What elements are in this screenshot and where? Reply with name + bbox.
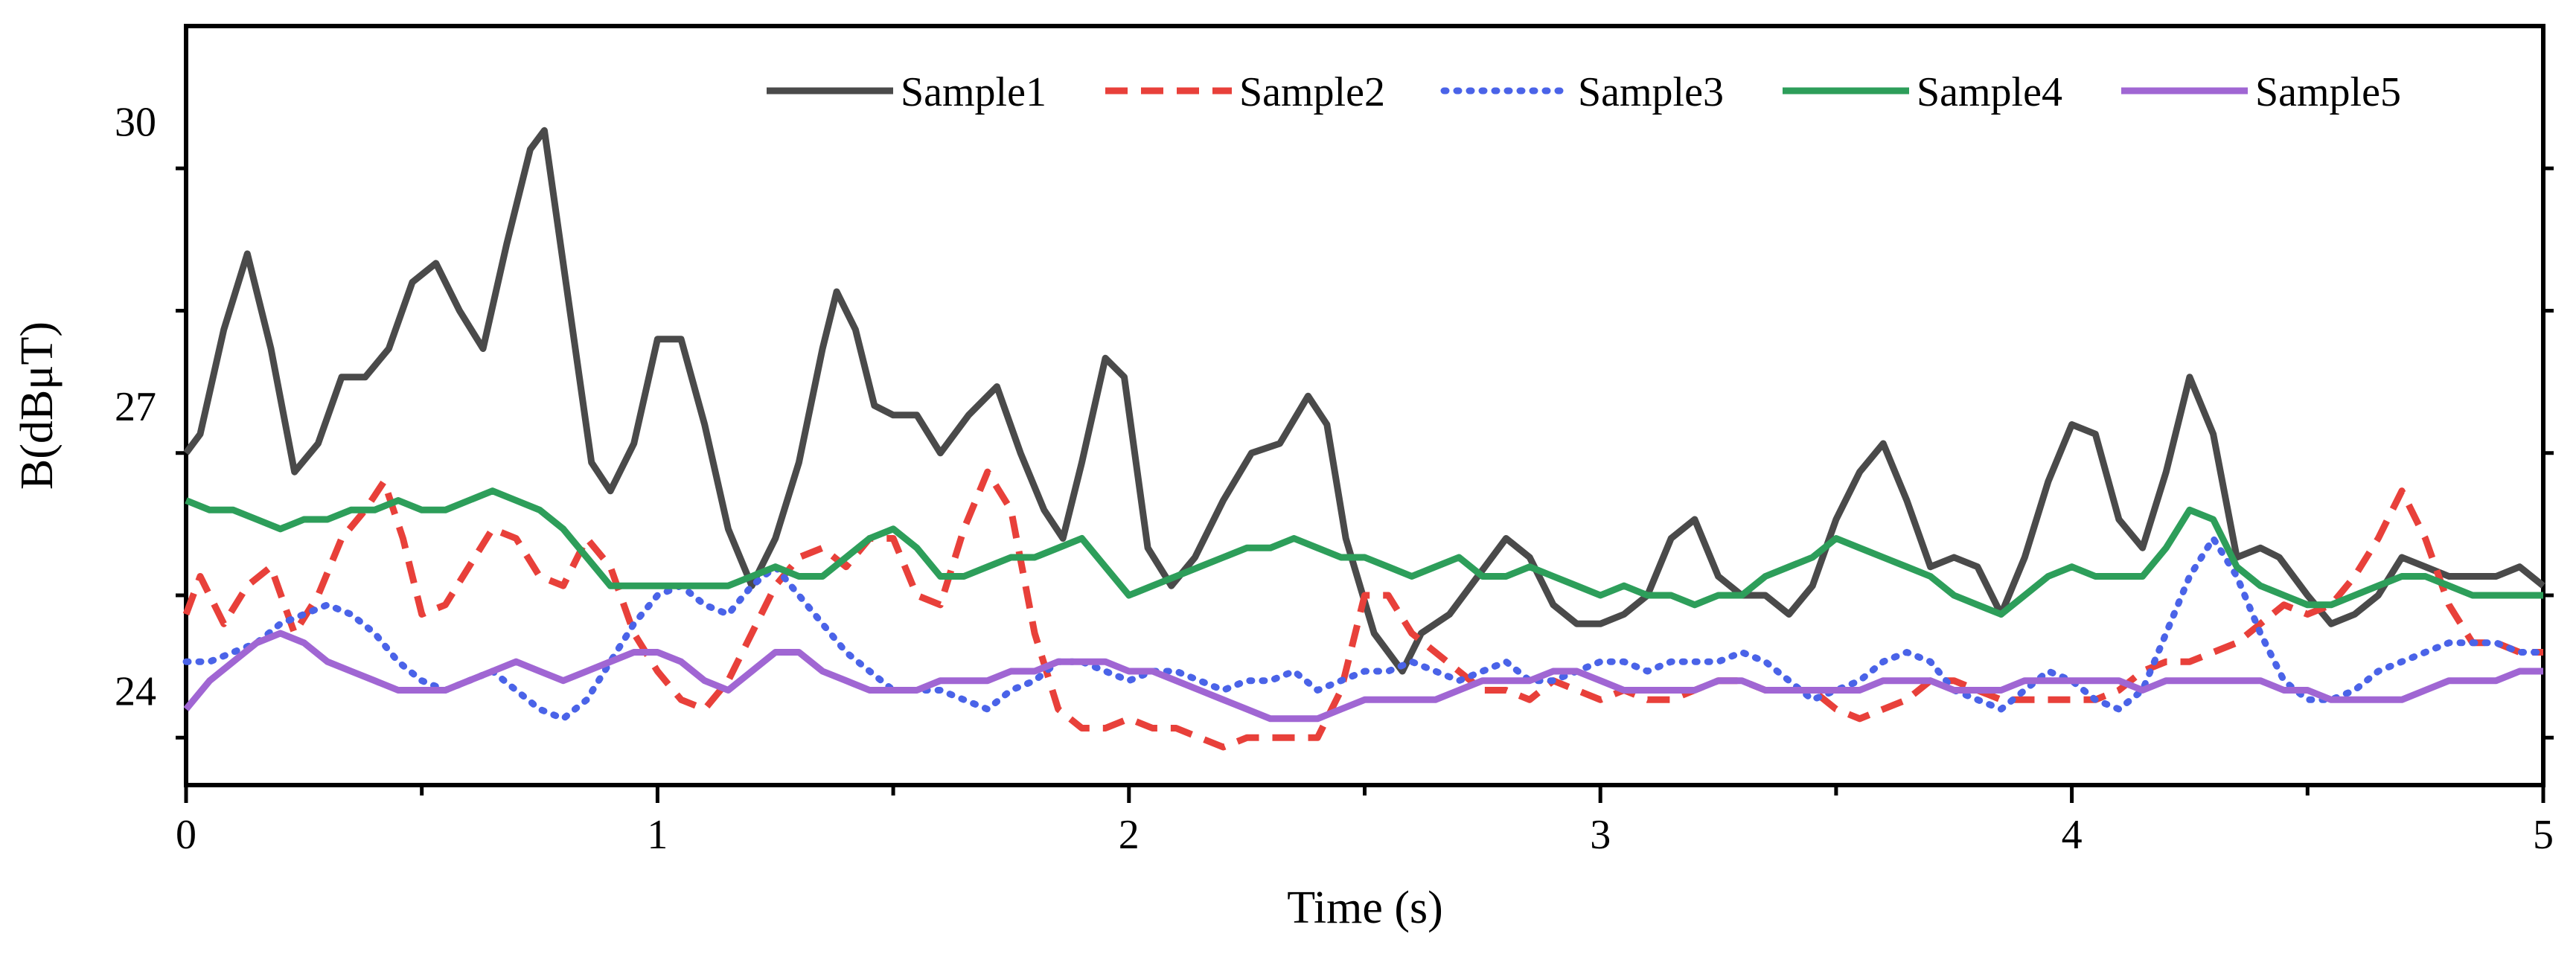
legend-label: Sample2 — [1239, 69, 1385, 115]
y-axis-title: B(dBμT) — [12, 321, 63, 490]
legend: Sample1 Sample2 Sample3 Sample4 Sample5 — [767, 69, 2401, 115]
legend-label: Sample3 — [1578, 69, 1724, 115]
legend-label: Sample1 — [901, 69, 1046, 115]
x-tick-label: 0 — [176, 812, 196, 858]
x-tick-label: 4 — [2062, 812, 2083, 858]
series-line-sample1 — [183, 127, 2545, 675]
x-axis-title: Time (s) — [1287, 883, 1443, 933]
x-axis: 0 1 2 3 4 5 — [176, 785, 2554, 858]
series-line-sample3 — [182, 535, 2547, 723]
x-tick-label: 1 — [647, 812, 668, 858]
legend-label: Sample5 — [2255, 69, 2401, 115]
series-line-sample4 — [185, 487, 2543, 618]
y-tick-label: 30 — [115, 100, 156, 146]
legend-label: Sample4 — [1917, 69, 2062, 115]
y-tick-label: 24 — [115, 669, 156, 715]
x-tick-label: 3 — [1590, 812, 1611, 858]
x-tick-label: 2 — [1119, 812, 1140, 858]
y-axis: 24 27 30 — [115, 100, 2554, 740]
series-line-sample5 — [183, 630, 2543, 723]
series-line-sample2 — [182, 468, 2543, 751]
y-tick-label: 27 — [115, 384, 156, 430]
series-layer — [182, 127, 2547, 751]
x-tick-label: 5 — [2533, 812, 2554, 858]
